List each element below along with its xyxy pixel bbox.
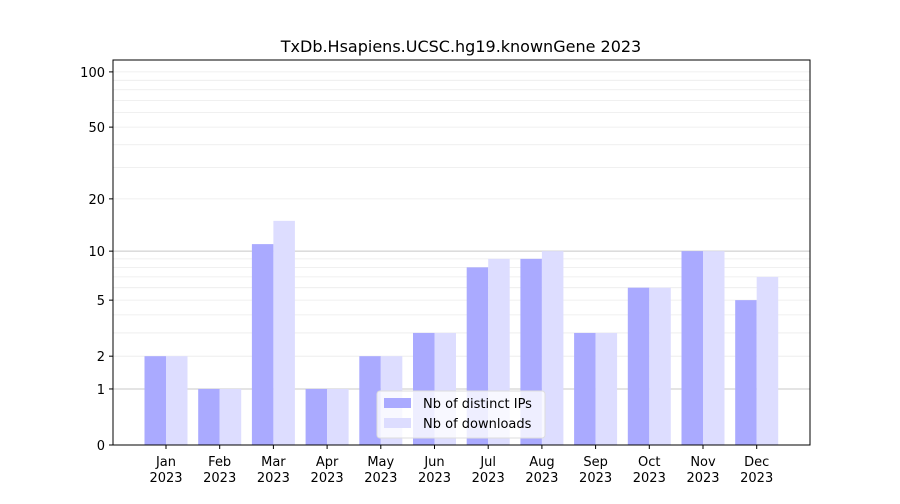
x-tick-label: Nov bbox=[690, 455, 716, 470]
bar-distinct-ips bbox=[627, 287, 650, 445]
x-tick-label: Oct bbox=[638, 455, 660, 470]
x-axis: Jan2023Feb2023Mar2023Apr2023May2023Jun20… bbox=[149, 445, 773, 486]
y-tick-label: 50 bbox=[88, 121, 105, 136]
bar-downloads bbox=[166, 356, 188, 445]
x-tick-label: May bbox=[367, 455, 394, 470]
x-tick-label: Sep bbox=[583, 455, 608, 470]
x-tick-label: 2023 bbox=[633, 471, 666, 486]
legend-swatch bbox=[384, 418, 411, 428]
bar-downloads bbox=[327, 388, 349, 445]
bar-distinct-ips bbox=[251, 244, 274, 445]
plot-frame bbox=[112, 59, 811, 446]
bar-downloads bbox=[703, 251, 725, 445]
x-tick-label: Jan bbox=[155, 455, 176, 470]
x-tick-label: 2023 bbox=[740, 471, 773, 486]
bar-downloads bbox=[756, 276, 779, 445]
x-tick-label: 2023 bbox=[686, 471, 719, 486]
x-tick-label: 2023 bbox=[418, 471, 451, 486]
y-tick-label: 10 bbox=[88, 245, 105, 260]
legend-swatch bbox=[384, 398, 411, 408]
y-axis: 0 1 2 5 10 20 50 100 bbox=[80, 66, 113, 454]
legend-box bbox=[376, 390, 546, 439]
gridlines bbox=[113, 71, 810, 390]
x-tick-label: 2023 bbox=[364, 471, 397, 486]
bar-downloads bbox=[219, 388, 242, 445]
x-tick-label: 2023 bbox=[257, 471, 290, 486]
bar-downloads bbox=[595, 332, 618, 445]
bar-downloads bbox=[273, 220, 295, 445]
bar-downloads bbox=[649, 287, 671, 445]
x-tick-label: Dec bbox=[744, 455, 769, 470]
x-tick-label: Mar bbox=[261, 455, 286, 470]
x-tick-label: 2023 bbox=[525, 471, 558, 486]
bar-distinct-ips bbox=[198, 388, 220, 445]
bar-distinct-ips bbox=[735, 300, 757, 445]
legend: Nb of distinct IPs Nb of downloads bbox=[376, 390, 546, 439]
bar-downloads bbox=[541, 251, 564, 445]
x-tick-label: 2023 bbox=[149, 471, 182, 486]
y-tick-label: 5 bbox=[97, 294, 105, 309]
bar-distinct-ips bbox=[681, 251, 703, 445]
x-tick-label: Apr bbox=[316, 455, 339, 470]
legend-label: Nb of distinct IPs bbox=[423, 397, 532, 412]
chart-title: TxDb.Hsapiens.UCSC.hg19.knownGene 2023 bbox=[280, 37, 641, 56]
x-tick-label: 2023 bbox=[472, 471, 505, 486]
bar-distinct-ips bbox=[359, 356, 381, 445]
bar-distinct-ips bbox=[574, 332, 596, 445]
x-tick-label: Aug bbox=[529, 455, 554, 470]
x-tick-label: Jun bbox=[423, 455, 444, 470]
legend-label: Nb of downloads bbox=[423, 417, 532, 432]
y-tick-label: 20 bbox=[88, 193, 105, 208]
bar-distinct-ips bbox=[144, 356, 166, 445]
x-tick-label: Jul bbox=[479, 455, 496, 470]
bar-distinct-ips bbox=[305, 388, 328, 445]
y-tick-label: 0 bbox=[97, 439, 105, 454]
x-tick-label: 2023 bbox=[311, 471, 344, 486]
x-tick-label: 2023 bbox=[203, 471, 236, 486]
y-tick-label: 2 bbox=[97, 350, 105, 365]
y-tick-label: 100 bbox=[80, 66, 105, 81]
x-tick-label: Feb bbox=[208, 455, 231, 470]
y-tick-label: 1 bbox=[97, 383, 105, 398]
x-tick-label: 2023 bbox=[579, 471, 612, 486]
